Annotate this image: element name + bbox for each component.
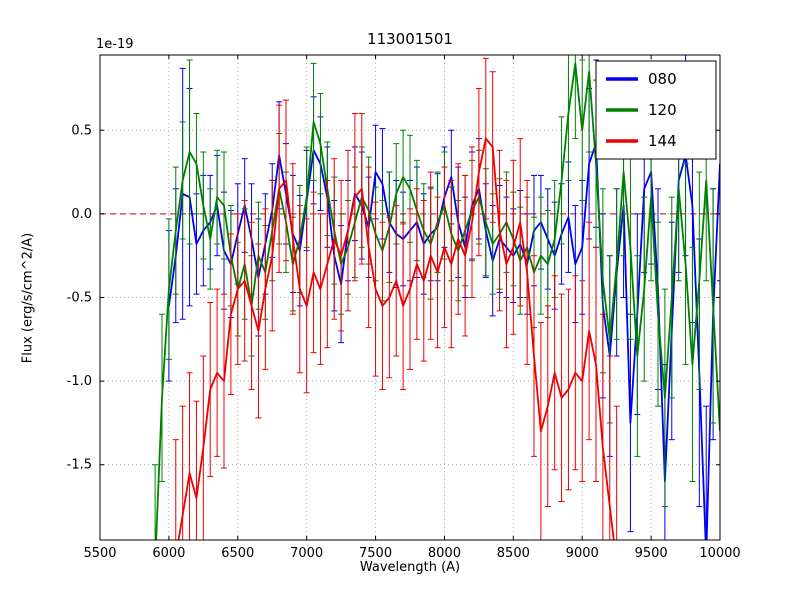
y-tick-label: -1.5	[67, 458, 92, 473]
x-tick-label: 6000	[152, 546, 185, 561]
x-tick-label: 8000	[428, 546, 461, 561]
legend-label-144: 144	[648, 132, 677, 150]
x-tick-label: 7500	[359, 546, 392, 561]
x-tick-label: 7000	[290, 546, 323, 561]
x-tick-label: 5500	[83, 546, 116, 561]
series-144	[172, 57, 620, 540]
y-tick-label: -0.5	[67, 291, 92, 306]
chart-title: 113001501	[367, 30, 453, 48]
x-tick-labels: 5500 6000 6500 7000 7500 8000 8500 9000 9500 1000…	[83, 546, 740, 561]
error-bars-144	[172, 57, 620, 540]
y-tick-labels: 0.5 0.0 -0.5 -1.0 -1.5	[67, 123, 92, 472]
y-tick-label: 0.0	[71, 207, 92, 222]
y-tick-label: -1.0	[67, 374, 92, 389]
x-axis-label: Wavelength (A)	[359, 560, 461, 575]
x-tick-label: 9000	[566, 546, 599, 561]
x-tick-label: 6500	[221, 546, 254, 561]
y-tick-label: 0.5	[71, 123, 92, 138]
y-axis-offset-label: 1e-19	[96, 37, 134, 52]
tick-marks	[99, 55, 721, 540]
legend: 080 120 144	[595, 60, 717, 160]
x-tick-label: 9500	[635, 546, 668, 561]
series-line-144	[177, 137, 615, 540]
legend-label-080: 080	[648, 70, 677, 88]
x-tick-label: 10000	[699, 546, 740, 561]
x-tick-label: 8500	[497, 546, 530, 561]
legend-label-120: 120	[648, 101, 677, 119]
y-axis-label: Flux (erg/s/cm^2/A)	[20, 232, 36, 364]
data-series-group	[152, 55, 720, 540]
